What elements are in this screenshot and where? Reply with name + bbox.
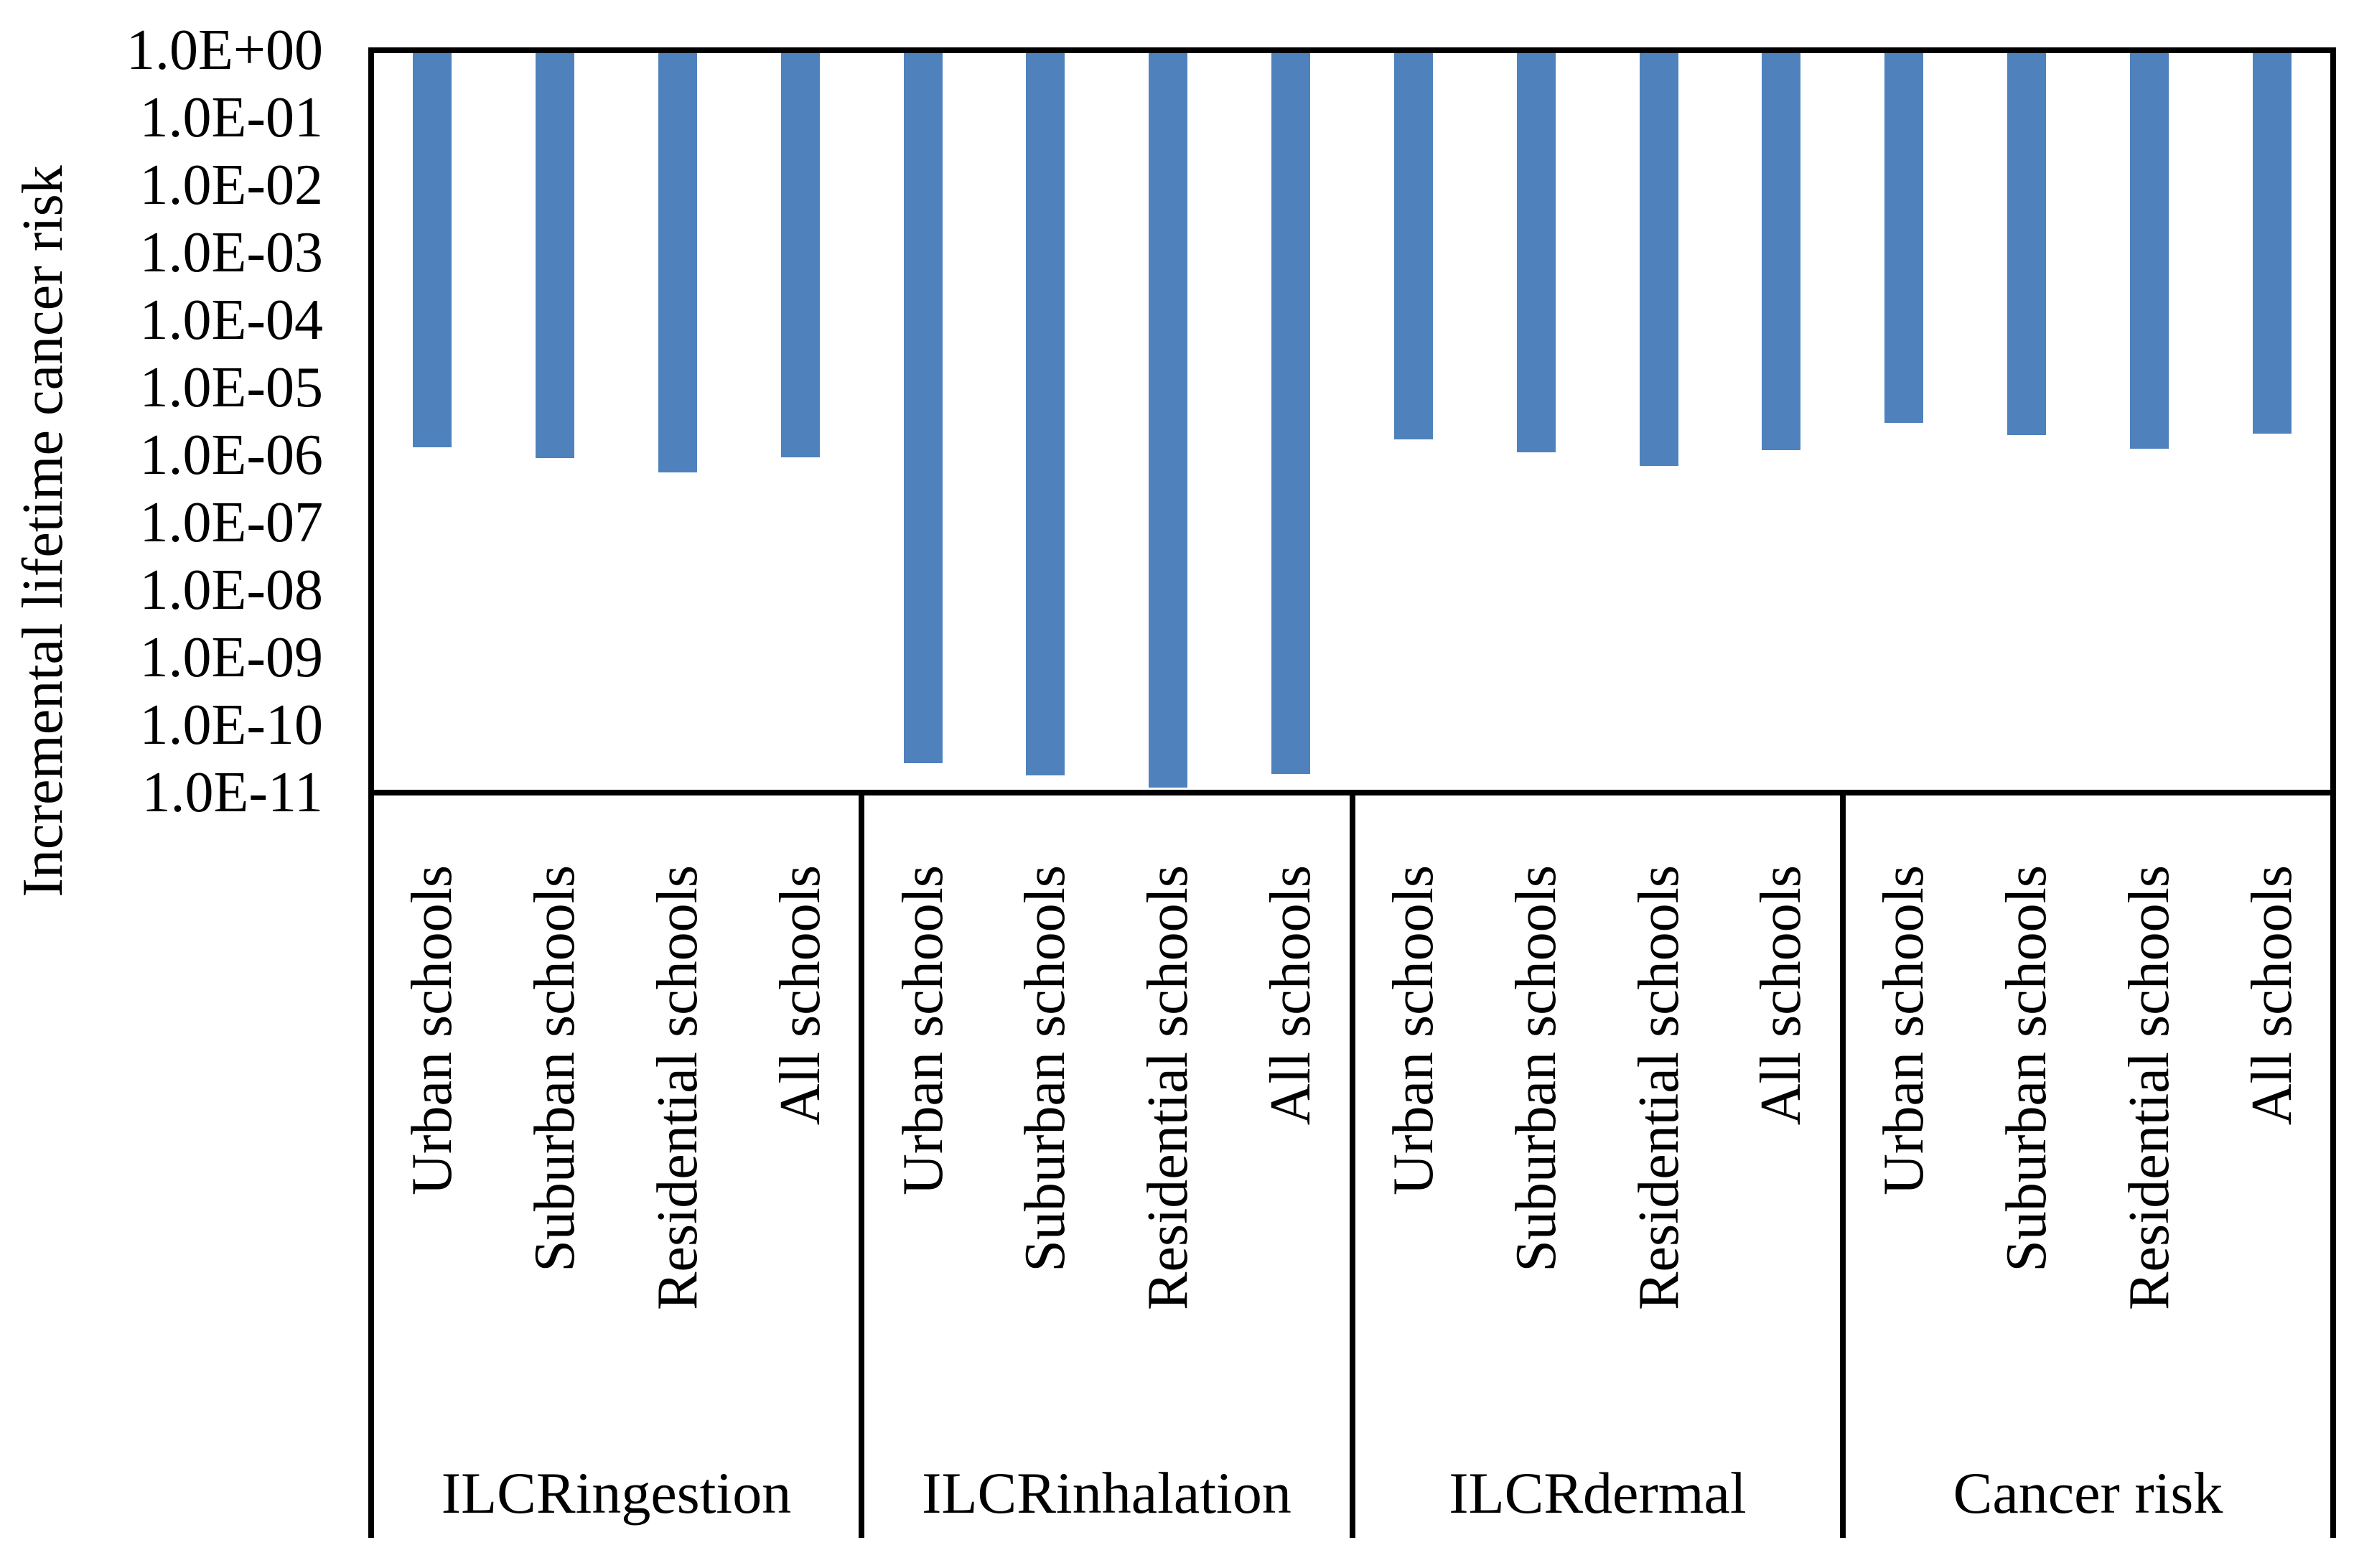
- bar-cancer-risk-4: [2253, 53, 2292, 434]
- bar-cancer-risk-1: [1884, 53, 1923, 423]
- group-divider-line: [859, 793, 864, 1538]
- y-tick-label: 1.0E-03: [139, 221, 323, 284]
- plot-border-top: [368, 47, 2336, 53]
- category-label: Residential schools: [2118, 865, 2181, 1310]
- category-label: Urban schools: [401, 865, 464, 1195]
- group-label: ILCRingestion: [441, 1460, 792, 1526]
- y-tick-label: 1.0E-09: [139, 626, 323, 689]
- bar-ilcrdermal-2: [1517, 53, 1556, 452]
- bar-ilcrdermal-3: [1640, 53, 1678, 466]
- category-label: Suburban schools: [1995, 865, 2058, 1272]
- category-label: All schools: [1259, 865, 1322, 1126]
- category-label: Urban schools: [892, 865, 955, 1195]
- group-label: ILCRinhalation: [922, 1460, 1291, 1526]
- bar-ilcringestion-1: [413, 53, 452, 447]
- group-divider-line: [1350, 793, 1355, 1538]
- category-label: Suburban schools: [523, 865, 587, 1272]
- category-label: Residential schools: [1627, 865, 1691, 1310]
- y-tick-label: 1.0E-06: [139, 424, 323, 487]
- y-tick-label: 1.0E-08: [139, 559, 323, 622]
- bar-ilcringestion-3: [658, 53, 697, 472]
- group-label: ILCRdermal: [1449, 1460, 1747, 1526]
- group-label: Cancer risk: [1953, 1460, 2223, 1526]
- y-tick-label: 1.0E-04: [139, 289, 323, 352]
- bar-cancer-risk-2: [2007, 53, 2046, 435]
- bar-ilcrinhalation-2: [1026, 53, 1065, 775]
- bar-ilcringestion-2: [536, 53, 574, 458]
- category-label: All schools: [769, 865, 832, 1126]
- y-tick-label: 1.0E-11: [141, 761, 323, 824]
- bar-ilcrinhalation-4: [1271, 53, 1310, 774]
- y-tick-label: 1.0E-05: [139, 356, 323, 419]
- category-label: Residential schools: [1136, 865, 1200, 1310]
- bar-ilcrdermal-4: [1762, 53, 1800, 450]
- category-label: Urban schools: [1382, 865, 1445, 1195]
- y-tick-label: 1.0E-02: [139, 154, 323, 217]
- bar-cancer-risk-3: [2130, 53, 2169, 449]
- y-tick-label: 1.0E+00: [126, 19, 323, 82]
- category-label: Urban schools: [1872, 865, 1935, 1195]
- category-label: Suburban schools: [1014, 865, 1077, 1272]
- category-label: Residential schools: [646, 865, 709, 1310]
- y-tick-label: 1.0E-10: [139, 694, 323, 757]
- category-label: All schools: [1750, 865, 1813, 1126]
- category-label: All schools: [2241, 865, 2304, 1126]
- y-tick-label: 1.0E-07: [139, 491, 323, 554]
- plot-border-right: [2330, 47, 2336, 1538]
- bar-ilcrinhalation-1: [904, 53, 943, 763]
- plot-border-left: [368, 47, 374, 1538]
- y-tick-label: 1.0E-01: [139, 86, 323, 149]
- bar-ilcrdermal-1: [1394, 53, 1433, 439]
- group-divider-line: [1840, 793, 1846, 1538]
- bar-ilcringestion-4: [781, 53, 820, 457]
- category-label: Suburban schools: [1505, 865, 1568, 1272]
- bar-ilcrinhalation-3: [1149, 53, 1187, 788]
